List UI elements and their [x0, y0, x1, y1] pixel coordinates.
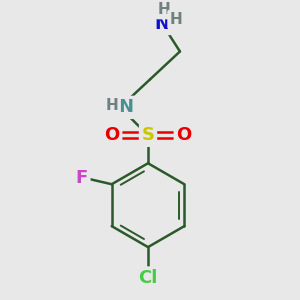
Text: F: F: [76, 169, 88, 187]
Text: N: N: [154, 14, 169, 32]
Text: H: H: [106, 98, 118, 113]
Text: O: O: [176, 126, 192, 144]
Text: S: S: [142, 126, 154, 144]
Text: H: H: [158, 2, 170, 17]
Text: Cl: Cl: [138, 269, 158, 287]
Text: O: O: [104, 126, 120, 144]
Text: H: H: [169, 12, 182, 27]
Text: N: N: [118, 98, 134, 116]
